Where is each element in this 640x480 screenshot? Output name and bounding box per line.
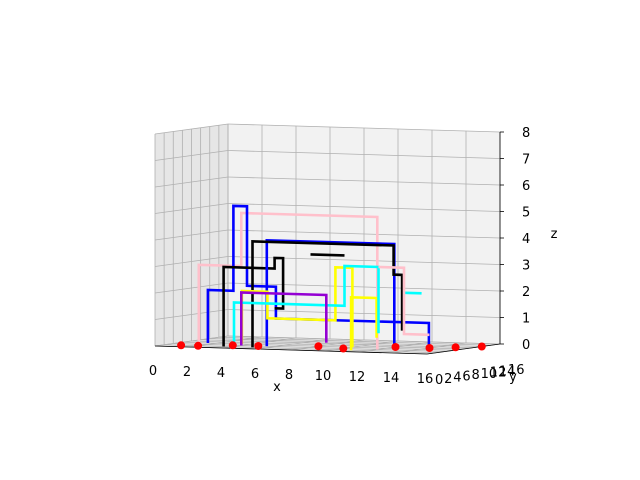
z-tick-label: 5 <box>522 206 530 221</box>
x-tick-label: 0 <box>149 364 157 379</box>
z-tick-label: 4 <box>522 232 530 247</box>
y-tick-label: 16 <box>508 363 525 378</box>
grid-line-y-floor <box>218 336 491 346</box>
grid-line-y-floor <box>173 343 446 352</box>
grid-line-z-side <box>154 203 229 214</box>
x-tick-label: 6 <box>251 367 259 382</box>
grid-line-z-side <box>154 282 229 294</box>
z-tick-label: 1 <box>522 312 530 327</box>
series-line <box>232 264 380 343</box>
grid-line-z-side <box>154 256 229 267</box>
z-tick-label: 6 <box>522 179 530 194</box>
y-tick-label: 10 <box>481 367 498 382</box>
grid-line-z-side <box>154 123 229 135</box>
data-point <box>451 343 460 352</box>
grid-line-z-side <box>154 229 229 241</box>
data-point <box>254 342 263 350</box>
y-tick-label: 0 <box>435 373 443 388</box>
grid-line-z-back <box>227 335 501 345</box>
x-tick-label: 16 <box>417 372 434 387</box>
y-tick-label: 14 <box>499 364 516 379</box>
series-line <box>240 291 328 346</box>
series-line <box>222 256 285 347</box>
grid-line-z-back <box>227 229 501 239</box>
grid-line-y-floor <box>164 344 437 354</box>
data-point <box>391 343 400 351</box>
y-tick-label: 12 <box>490 366 507 381</box>
x-tick-label: 8 <box>285 368 293 383</box>
data-point <box>425 344 434 352</box>
x-tick-label: 10 <box>315 369 332 384</box>
y-tick-label: 6 <box>462 369 470 384</box>
x-tick-label: 14 <box>383 371 400 386</box>
data-point <box>314 342 323 351</box>
y-tick-label: 4 <box>453 371 461 386</box>
z-tick-label: 8 <box>522 126 530 141</box>
grid-line-z-side <box>154 309 229 320</box>
x-tick-label: 2 <box>183 365 191 380</box>
grid-lines <box>154 123 501 355</box>
z-tick-label: 2 <box>522 285 530 300</box>
y-tick-label: 8 <box>472 368 480 383</box>
grid-line-z-back <box>227 150 501 159</box>
grid-line-z-back <box>227 282 501 292</box>
series-line <box>251 240 404 348</box>
z-tick-label: 3 <box>522 259 530 274</box>
series-line <box>197 211 379 350</box>
y-axis-label: y <box>509 370 517 385</box>
series-line <box>240 265 354 348</box>
grid-line-z-side <box>154 150 229 161</box>
series-line <box>349 295 378 351</box>
x-tick-label: 12 <box>349 370 366 385</box>
series-line <box>378 265 430 337</box>
data-point <box>194 341 203 350</box>
data-point <box>228 341 237 350</box>
grid-line-y-floor <box>191 340 464 350</box>
y-tick-label: 2 <box>444 372 452 387</box>
grid-line-z-back <box>227 176 501 186</box>
x-tick-label: 4 <box>217 366 225 381</box>
data-point <box>177 341 186 350</box>
grid-line-z-back <box>227 123 501 133</box>
data-point <box>339 344 348 353</box>
grid-line-z-side <box>154 176 229 188</box>
y-axis-line <box>426 343 501 355</box>
grid-line-z-back <box>227 203 501 212</box>
grid-line-y-floor <box>209 338 482 347</box>
grid-line-z-side <box>154 335 229 347</box>
z-tick-label: 7 <box>522 153 530 168</box>
z-tick-label: 0 <box>522 338 530 353</box>
data-markers <box>177 341 486 353</box>
z-axis-label: z <box>551 227 558 242</box>
x-axis-label: x <box>273 380 281 395</box>
grid-line-z-back <box>227 309 501 318</box>
data-series <box>197 204 431 351</box>
data-point <box>477 342 486 351</box>
series-line <box>310 253 345 257</box>
series-line <box>404 291 422 295</box>
